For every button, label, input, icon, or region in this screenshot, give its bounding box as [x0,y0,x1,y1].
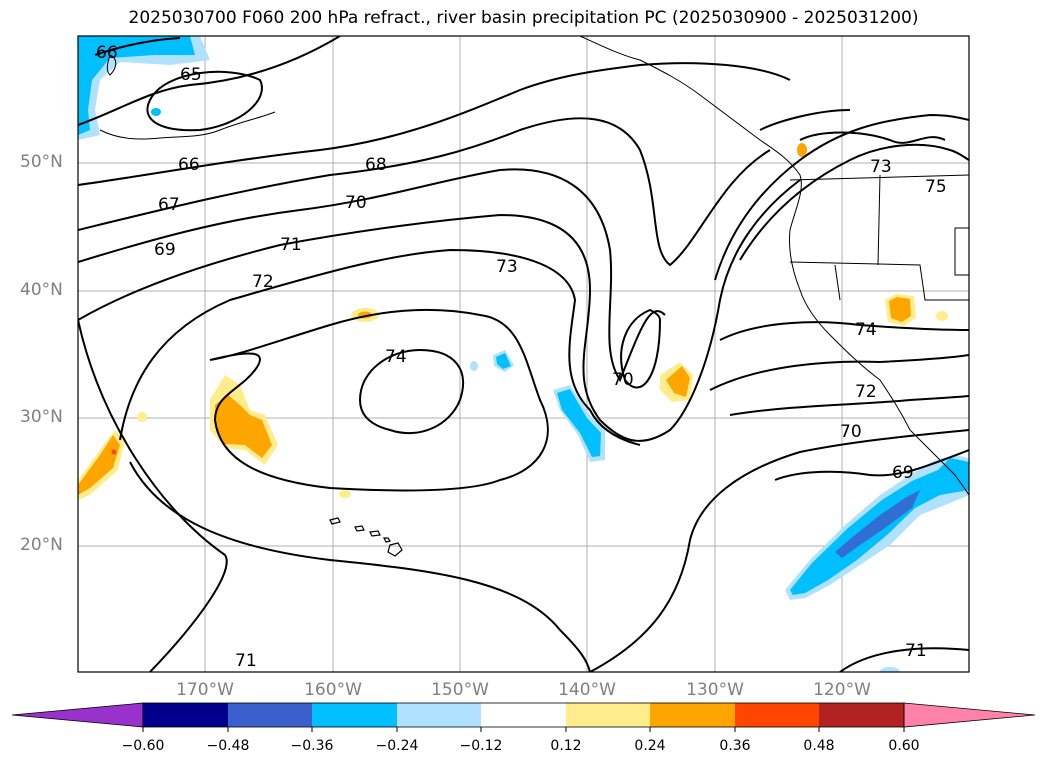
colorbar-tick-label: 0.36 [719,738,751,754]
colorbar-tick-label: −0.24 [375,738,419,754]
contour-label: 72 [252,272,274,292]
contour-label: 66 [178,155,200,175]
contour-label: 67 [158,195,180,215]
contour-label: 75 [925,177,947,197]
lat-label-50n: 50°N [20,152,63,172]
lon-label-170w: 170°W [176,680,234,700]
coastlines [99,36,969,496]
colorbar-tick-label: 0.48 [803,738,835,754]
colorbar-segment [481,703,566,727]
map-title: 2025030700 F060 200 hPa refract., river … [128,8,919,28]
colorbar-tick-label: −0.36 [290,738,334,754]
contour-label: 66 [96,43,118,63]
colorbar-segment [819,703,904,727]
contour-label: 74 [385,347,407,367]
contour-label: 70 [612,370,634,390]
colorbar-tick-label: −0.48 [206,738,250,754]
contour-label: 70 [840,422,862,442]
contour-label: 74 [855,320,877,340]
colorbar-segment [566,703,650,727]
colorbar-border [142,702,905,728]
colorbar-segment [312,703,397,727]
colorbar-tick-label: −0.60 [121,738,165,754]
contour-label: 69 [892,463,914,483]
lon-label-160w: 160°W [304,680,362,700]
colorbar-tick-label: −0.12 [459,738,503,754]
colorbar-segment [397,703,481,727]
lon-label-130w: 130°W [686,680,744,700]
colorbar-segment [143,703,228,727]
map-frame [77,35,970,673]
colorbar-tick-label: 0.24 [634,738,666,754]
contour-label: 71 [905,641,927,661]
colorbar-segment [735,703,819,727]
contour-label: 73 [870,157,892,177]
lon-label-150w: 150°W [431,680,489,700]
lat-label-40n: 40°N [20,280,63,300]
precipitation-shading [78,36,969,672]
lon-label-120w: 120°W [813,680,871,700]
lat-label-30n: 30°N [20,407,63,427]
contour-label-group: 66 65 66 67 68 69 70 71 72 73 74 70 73 7… [96,43,947,671]
lat-label-20n: 20°N [20,535,63,555]
colorbar-extend-high [903,702,1036,728]
contour-label: 72 [855,382,877,402]
contour-label: 69 [154,240,176,260]
contour-label: 71 [235,651,257,671]
contour-label: 71 [280,235,302,255]
contour-lines [78,36,969,672]
colorbar-extend-low [11,702,144,728]
graticule [78,36,969,672]
lon-label-140w: 140°W [558,680,616,700]
contour-label: 73 [496,257,518,277]
contour-label: 65 [180,65,202,85]
contour-label: 68 [365,155,387,175]
colorbar-tick-label: 0.12 [550,738,582,754]
colorbar-segment [228,703,312,727]
colorbar-tick-label: 0.60 [888,738,920,754]
contour-label: 70 [345,193,367,213]
hawaiian-islands [329,517,403,557]
colorbar-segment [650,703,735,727]
colorbar [11,702,1036,732]
